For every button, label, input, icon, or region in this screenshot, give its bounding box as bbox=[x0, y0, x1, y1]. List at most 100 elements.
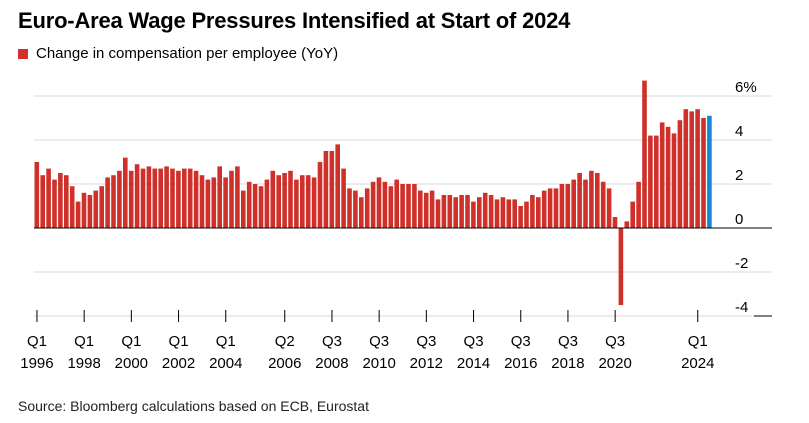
y-tick-label: 6% bbox=[735, 79, 757, 96]
x-tick-label-year: 2000 bbox=[115, 355, 148, 372]
bar bbox=[341, 168, 346, 228]
bar bbox=[370, 181, 376, 228]
bar bbox=[447, 195, 453, 228]
bar bbox=[429, 190, 435, 228]
bar bbox=[559, 184, 565, 228]
x-tick-label-quarter: Q1 bbox=[74, 333, 94, 350]
bar bbox=[64, 175, 69, 228]
bar bbox=[258, 186, 264, 228]
bar bbox=[134, 164, 140, 228]
bar bbox=[536, 197, 541, 228]
bar bbox=[329, 151, 335, 228]
legend-label: Change in compensation per employee (YoY… bbox=[36, 45, 339, 62]
y-tick-label: 0 bbox=[735, 211, 743, 228]
bar bbox=[683, 109, 689, 228]
bar bbox=[418, 190, 423, 228]
x-tick-label-quarter: Q1 bbox=[688, 333, 708, 350]
bar bbox=[199, 175, 205, 228]
x-tick-label-quarter: Q1 bbox=[121, 333, 141, 350]
bar bbox=[435, 199, 441, 228]
bar bbox=[689, 111, 694, 228]
x-tick-label-quarter: Q1 bbox=[27, 333, 47, 350]
bar bbox=[671, 133, 677, 228]
bar bbox=[158, 168, 163, 228]
bar bbox=[359, 197, 364, 228]
bar bbox=[105, 177, 110, 228]
bar bbox=[40, 175, 45, 228]
x-tick-label-year: 1998 bbox=[67, 355, 100, 372]
bar bbox=[305, 175, 311, 228]
chart-title: Euro-Area Wage Pressures Intensified at … bbox=[18, 8, 571, 33]
bar bbox=[229, 170, 234, 228]
bar bbox=[394, 179, 399, 228]
bar bbox=[123, 157, 128, 228]
bar bbox=[246, 181, 252, 228]
bar bbox=[701, 118, 706, 228]
bar bbox=[217, 166, 222, 228]
x-tick-label-year: 2006 bbox=[268, 355, 301, 372]
bar bbox=[211, 177, 217, 228]
bar bbox=[311, 177, 317, 228]
bar bbox=[636, 181, 641, 228]
bar bbox=[111, 175, 116, 228]
bar bbox=[488, 195, 494, 228]
x-tick-label-year: 2014 bbox=[457, 355, 490, 372]
bar bbox=[612, 217, 618, 228]
bar bbox=[323, 151, 329, 228]
bar bbox=[52, 179, 57, 228]
bar bbox=[482, 192, 488, 228]
bar bbox=[205, 179, 211, 228]
x-tick-label-year: 2018 bbox=[551, 355, 584, 372]
legend-swatch bbox=[18, 48, 28, 59]
bar bbox=[252, 184, 258, 228]
bar bbox=[547, 188, 553, 228]
bar bbox=[288, 170, 293, 228]
bar bbox=[294, 179, 299, 228]
x-tick-label-year: 2024 bbox=[681, 355, 714, 372]
bar bbox=[524, 201, 529, 228]
bar bbox=[223, 177, 228, 228]
bar bbox=[423, 192, 429, 228]
bar bbox=[624, 221, 630, 228]
bar bbox=[648, 135, 653, 228]
bar bbox=[589, 170, 594, 228]
bar bbox=[388, 186, 394, 228]
bars bbox=[34, 80, 712, 305]
bar bbox=[665, 126, 671, 228]
bar bbox=[618, 228, 624, 305]
bar bbox=[93, 190, 99, 228]
x-tick-label-quarter: Q3 bbox=[464, 333, 484, 350]
bar bbox=[453, 197, 458, 228]
bar bbox=[400, 184, 405, 228]
bar bbox=[282, 173, 287, 228]
x-tick-label-quarter: Q1 bbox=[169, 333, 189, 350]
bar bbox=[406, 184, 411, 228]
bar bbox=[128, 170, 134, 228]
bar bbox=[264, 179, 270, 228]
bar bbox=[235, 166, 240, 228]
bar bbox=[600, 181, 606, 228]
x-tick-label-year: 2010 bbox=[362, 355, 395, 372]
bar bbox=[659, 122, 665, 228]
bar bbox=[695, 109, 700, 228]
bar bbox=[518, 206, 523, 228]
bar bbox=[571, 179, 576, 228]
bar bbox=[99, 186, 104, 228]
legend: Change in compensation per employee (YoY… bbox=[18, 45, 338, 62]
y-tick-label: 2 bbox=[735, 167, 743, 184]
bar bbox=[441, 195, 447, 228]
bar bbox=[182, 168, 187, 228]
bar bbox=[146, 166, 152, 228]
bar bbox=[152, 168, 158, 228]
bar bbox=[577, 173, 582, 228]
bar bbox=[471, 201, 476, 228]
bar bbox=[140, 168, 146, 228]
y-tick-label: 4 bbox=[735, 123, 743, 140]
bar bbox=[376, 177, 382, 228]
bar bbox=[642, 80, 647, 228]
bar bbox=[630, 201, 635, 228]
bar bbox=[494, 199, 500, 228]
bar bbox=[193, 170, 199, 228]
bar bbox=[46, 168, 51, 228]
